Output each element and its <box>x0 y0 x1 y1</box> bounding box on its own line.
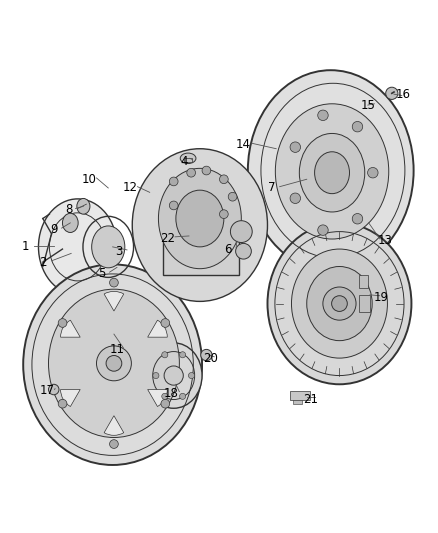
Text: 7: 7 <box>268 181 275 195</box>
Text: 5: 5 <box>98 266 105 279</box>
Ellipse shape <box>200 350 212 361</box>
Circle shape <box>230 221 252 243</box>
Text: 6: 6 <box>224 243 231 255</box>
Text: 9: 9 <box>50 223 57 236</box>
Ellipse shape <box>247 70 413 271</box>
Circle shape <box>351 122 362 132</box>
Circle shape <box>58 319 67 327</box>
Ellipse shape <box>23 264 201 465</box>
Circle shape <box>188 373 194 378</box>
Wedge shape <box>147 320 167 337</box>
Ellipse shape <box>92 226 124 268</box>
Text: 16: 16 <box>394 88 409 101</box>
Circle shape <box>106 356 121 371</box>
Text: 8: 8 <box>65 203 73 216</box>
Ellipse shape <box>306 266 371 341</box>
Wedge shape <box>104 416 124 435</box>
Text: 13: 13 <box>377 234 392 247</box>
Bar <box>184 158 192 162</box>
Circle shape <box>161 319 170 327</box>
Ellipse shape <box>77 198 90 214</box>
Circle shape <box>164 366 183 385</box>
Text: 19: 19 <box>373 290 388 303</box>
Ellipse shape <box>267 223 410 384</box>
Ellipse shape <box>132 149 267 301</box>
Circle shape <box>228 192 237 201</box>
Circle shape <box>96 346 131 381</box>
Circle shape <box>290 193 300 204</box>
Text: 10: 10 <box>81 173 96 186</box>
Circle shape <box>110 440 118 448</box>
Text: 14: 14 <box>236 138 251 151</box>
Wedge shape <box>60 390 80 407</box>
Text: 20: 20 <box>203 352 218 365</box>
Text: 1: 1 <box>21 240 29 253</box>
Circle shape <box>179 352 185 358</box>
Bar <box>290 391 309 400</box>
Circle shape <box>161 399 170 408</box>
Circle shape <box>322 287 355 320</box>
Circle shape <box>367 167 377 178</box>
Bar <box>292 400 301 404</box>
Circle shape <box>290 142 300 152</box>
Circle shape <box>152 373 159 378</box>
Wedge shape <box>60 320 80 337</box>
Text: 3: 3 <box>115 245 123 258</box>
Circle shape <box>351 214 362 224</box>
Wedge shape <box>104 292 124 311</box>
Text: 22: 22 <box>159 232 174 245</box>
Circle shape <box>58 399 67 408</box>
Circle shape <box>235 244 251 259</box>
Text: 18: 18 <box>164 386 179 400</box>
Ellipse shape <box>145 343 201 408</box>
Text: 17: 17 <box>39 384 55 397</box>
Text: 21: 21 <box>303 393 318 406</box>
Circle shape <box>219 210 228 219</box>
Circle shape <box>201 166 210 175</box>
Ellipse shape <box>48 384 59 395</box>
Text: 4: 4 <box>180 155 188 168</box>
Text: 15: 15 <box>360 99 374 111</box>
Circle shape <box>219 175 228 183</box>
Text: 11: 11 <box>109 343 124 356</box>
Ellipse shape <box>176 190 223 247</box>
Circle shape <box>110 278 118 287</box>
Ellipse shape <box>291 249 387 358</box>
Circle shape <box>186 168 195 177</box>
Circle shape <box>161 352 167 358</box>
Circle shape <box>161 393 167 399</box>
Ellipse shape <box>299 133 364 212</box>
Circle shape <box>331 296 346 311</box>
Bar <box>162 223 239 275</box>
Circle shape <box>169 201 178 210</box>
Wedge shape <box>147 390 167 407</box>
Ellipse shape <box>62 213 78 232</box>
Ellipse shape <box>275 104 388 239</box>
Ellipse shape <box>39 199 117 295</box>
Bar <box>358 295 369 312</box>
Circle shape <box>179 393 185 399</box>
Circle shape <box>317 110 328 120</box>
Circle shape <box>317 225 328 236</box>
Ellipse shape <box>48 289 179 438</box>
Text: 12: 12 <box>122 181 137 195</box>
Ellipse shape <box>158 168 241 269</box>
Circle shape <box>169 177 178 186</box>
Ellipse shape <box>180 153 195 164</box>
Bar <box>358 275 367 288</box>
Ellipse shape <box>314 152 349 193</box>
Ellipse shape <box>385 87 397 100</box>
Text: 2: 2 <box>39 256 46 269</box>
